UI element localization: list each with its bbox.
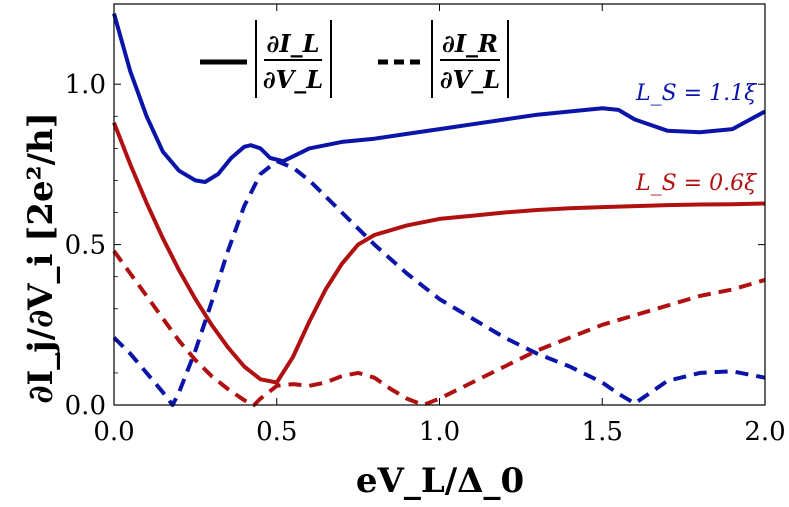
x-tick-label: 1.0 [419, 417, 460, 447]
series-label-0-6xi: L_S = 0.6ξ [635, 171, 758, 196]
legend-dashed: ∂I_R ∂V_L [378, 20, 509, 98]
x-tick-label: 0.5 [256, 417, 297, 447]
series-label-1-1xi: L_S = 1.1ξ [635, 81, 758, 106]
y-tick-label: 0.5 [65, 231, 106, 261]
legend-solid: ∂I_L ∂V_L [200, 20, 332, 98]
ticks-layer: 0.0 0.5 1.0 1.5 2.0 0.0 0.5 1.0 [65, 4, 786, 447]
legend-dashed-numerator: ∂I_R [442, 29, 498, 58]
series-line-1 [112, 13, 766, 184]
series-line-4 [112, 249, 766, 407]
series-line-2 [112, 121, 766, 385]
y-axis-label: ∂I_j/∂V_i [2e²/h] [21, 112, 61, 404]
series-line-3 [112, 159, 766, 407]
x-tick-label: 2.0 [744, 417, 785, 447]
legend-dashed-denominator: ∂V_L [440, 65, 500, 94]
x-tick-label: 1.5 [582, 417, 623, 447]
x-tick-label: 0.0 [93, 417, 134, 447]
y-tick-label: 0.0 [65, 391, 106, 421]
legend-solid-numerator: ∂I_L [267, 29, 320, 58]
curves-layer [112, 13, 766, 407]
x-axis-label: eV_L/Δ_0 [356, 461, 524, 501]
legend-solid-denominator: ∂V_L [263, 65, 323, 94]
y-tick-label: 1.0 [65, 70, 106, 100]
